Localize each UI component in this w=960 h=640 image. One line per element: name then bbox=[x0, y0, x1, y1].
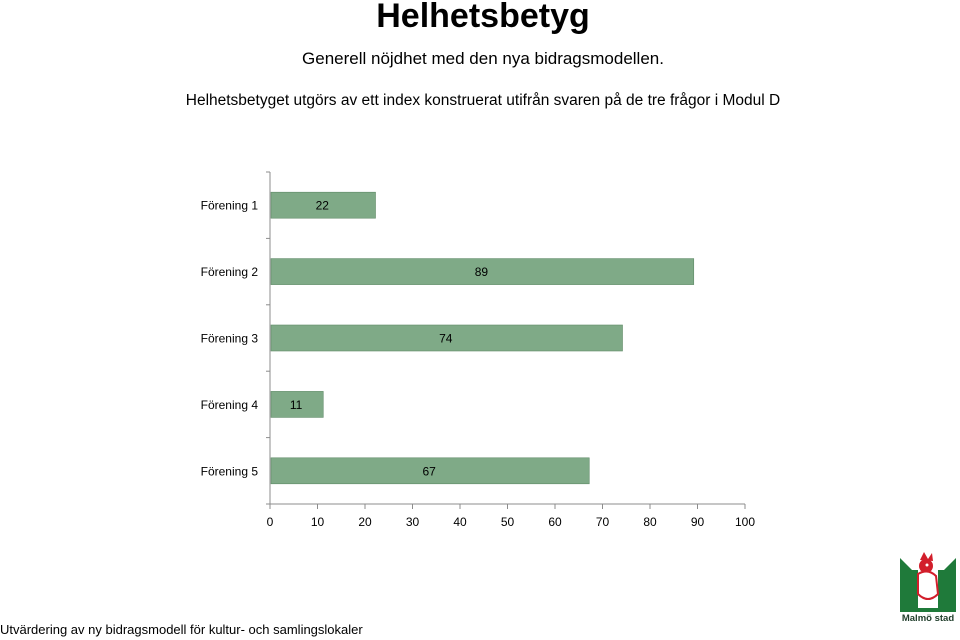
x-tick-label: 20 bbox=[358, 515, 372, 529]
category-label: Förening 3 bbox=[201, 332, 259, 346]
x-tick-label: 80 bbox=[643, 515, 657, 529]
category-label: Förening 4 bbox=[201, 398, 259, 412]
x-tick-label: 30 bbox=[406, 515, 420, 529]
chart-description: Helhetsbetyget utgörs av ett index konst… bbox=[185, 92, 781, 109]
bar-chart: 0 10 20 30 40 50 60 70 80 90 100 Förening 1 22 Föreni… bbox=[201, 171, 755, 529]
x-tick-label: 0 bbox=[267, 515, 274, 529]
category-label: Förening 5 bbox=[201, 464, 259, 478]
bar bbox=[270, 258, 695, 285]
x-tick-label: 50 bbox=[501, 515, 515, 529]
x-tick-label: 10 bbox=[311, 515, 325, 529]
logo-griffin-eye bbox=[925, 563, 929, 567]
data-label: 11 bbox=[290, 398, 303, 412]
x-tick-label: 40 bbox=[453, 515, 467, 529]
bar bbox=[270, 191, 376, 219]
malmo-stad-logo: Malmö stad bbox=[900, 552, 956, 624]
data-label: 89 bbox=[475, 265, 489, 279]
data-label: 22 bbox=[316, 199, 330, 213]
x-tick-label: 90 bbox=[691, 515, 705, 529]
bar bbox=[270, 457, 590, 485]
chart-subtitle: Generell nöjdhet med den nya bidragsmode… bbox=[302, 49, 664, 68]
bar bbox=[270, 324, 623, 352]
x-tick-label: 70 bbox=[596, 515, 610, 529]
x-tick-label: 100 bbox=[735, 515, 755, 529]
x-tick-label: 60 bbox=[548, 515, 562, 529]
data-label: 74 bbox=[439, 332, 453, 346]
logo-text: Malmö stad bbox=[902, 613, 954, 624]
category-label: Förening 1 bbox=[201, 199, 259, 213]
logo-m-shape bbox=[900, 558, 956, 612]
data-label: 67 bbox=[422, 464, 436, 478]
logo-griffin-body bbox=[917, 570, 940, 600]
footer-text: Utvärdering av ny bidragsmodell för kult… bbox=[0, 622, 363, 637]
logo-griffin-crest bbox=[920, 552, 933, 561]
category-label: Förening 2 bbox=[201, 265, 259, 279]
bar bbox=[270, 391, 324, 418]
chart-title: Helhetsbetyg bbox=[376, 0, 590, 35]
